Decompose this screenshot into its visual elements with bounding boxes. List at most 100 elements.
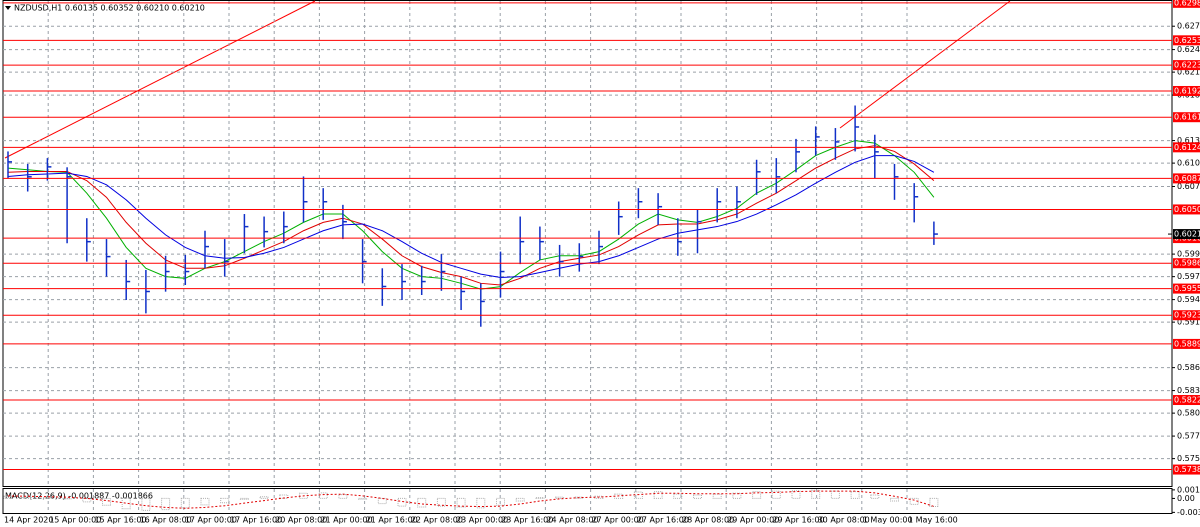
moving-average (7, 140, 935, 290)
macd-bar (496, 497, 505, 506)
y-tick-label: 0.62700 (1177, 22, 1200, 31)
level-label-box (1173, 258, 1200, 269)
macd-bar (318, 492, 328, 499)
level-label: 0.59861 (1174, 259, 1200, 268)
x-tick-label: 15 Apr 00:00 (49, 516, 101, 525)
level-label-box (1173, 395, 1200, 406)
x-tick-label: 29 Apr 16:00 (772, 516, 824, 525)
trend-line (839, 0, 1011, 129)
macd-frame (2, 488, 1173, 514)
x-tick-label: 29 Apr 00:00 (727, 516, 779, 525)
level-label-box (1173, 338, 1200, 349)
moving-average (7, 145, 935, 286)
level-label-box (1173, 204, 1200, 215)
x-tick-label: 30 Apr 08:00 (818, 516, 870, 525)
level-label: 0.60505 (1174, 205, 1200, 214)
y-tick-label: -0.00325 (1177, 508, 1200, 517)
macd-bar (732, 492, 742, 499)
level-label-box (1173, 283, 1200, 294)
macd-bar (476, 497, 486, 509)
y-tick-label: 0.00 (1177, 494, 1195, 503)
macd-bar (752, 491, 762, 499)
macd-bar (397, 497, 407, 507)
macd-bar (555, 496, 565, 499)
level-label: 0.62234 (1174, 61, 1200, 70)
macd-bar (102, 497, 111, 506)
macd-bar (594, 495, 604, 499)
macd-signal (7, 490, 935, 509)
macd-bar (436, 497, 446, 507)
x-tick-label: 27 Apr 00:00 (592, 516, 644, 525)
level-label-box (1173, 60, 1200, 71)
macd-bar (279, 494, 289, 499)
level-label-box (1173, 85, 1200, 96)
level-label: 0.59238 (1174, 311, 1200, 320)
macd-bar (811, 489, 821, 499)
macd-bar (673, 493, 683, 499)
level-label: 0.61249 (1174, 143, 1200, 152)
y-tick-label: 0.60780 (1177, 182, 1200, 191)
macd-bar (890, 497, 899, 502)
macd-bar (633, 491, 643, 499)
macd-bar (358, 497, 368, 500)
macd-bar (417, 497, 427, 508)
y-tick-label: 0.59700 (1177, 272, 1200, 281)
macd-bar (200, 497, 210, 506)
macd-bar (870, 494, 880, 499)
level-label: 0.60877 (1174, 174, 1200, 183)
y-tick-label: 0.59425 (1177, 295, 1200, 304)
x-tick-label: 28 Apr 08:00 (682, 516, 734, 525)
level-label: 0.61924 (1174, 86, 1200, 95)
y-tick-label: 0.62420 (1177, 45, 1200, 54)
macd-bar (929, 497, 939, 508)
y-tick-label: 0.61330 (1177, 136, 1200, 145)
macd-bar (23, 496, 33, 499)
y-tick-label: 0.61060 (1177, 159, 1200, 168)
level-label: 0.58894 (1174, 339, 1200, 348)
level-label-box (1173, 173, 1200, 184)
x-tick-label: 1 May 00:00 (863, 516, 913, 525)
x-tick-label: 21 Apr 16:00 (366, 516, 418, 525)
macd-bar (141, 497, 151, 511)
y-tick-label: 0.58610 (1177, 363, 1200, 372)
macd-bar (220, 497, 230, 504)
main-frame (2, 0, 1173, 487)
y-tick-label: 0.62150 (1177, 68, 1200, 77)
x-tick-label: 15 Apr 16:00 (94, 516, 146, 525)
level-label-box (1173, 464, 1200, 475)
x-tick-label: 20 Apr 08:00 (275, 516, 327, 525)
x-tick-label: 22 Apr 08:00 (411, 516, 463, 525)
x-tick-label: 17 Apr 16:00 (230, 516, 282, 525)
chart-header: NZDUSD,H1 0.60135 0.60352 0.60210 0.6021… (14, 4, 205, 13)
level-label: 0.62531 (1174, 36, 1200, 45)
macd-bar (515, 497, 525, 502)
y-tick-label: 0.57790 (1177, 432, 1200, 441)
x-tick-label: 23 Apr 00:00 (456, 516, 508, 525)
macd-bar (161, 497, 171, 511)
macd-bar (180, 497, 190, 509)
macd-bar (830, 490, 840, 499)
x-tick-label: 1 May 16:00 (908, 516, 958, 525)
macd-bar (259, 496, 269, 499)
moving-average (7, 155, 935, 278)
y-tick-label: 0.57520 (1177, 454, 1200, 463)
macd-bar (712, 493, 722, 499)
x-tick-label: 17 Apr 00:00 (185, 516, 237, 525)
level-label-box (1173, 0, 1200, 8)
y-tick-label: 0.58335 (1177, 386, 1200, 395)
y-tick-label: 0.59970 (1177, 250, 1200, 259)
x-tick-label: 27 Apr 16:00 (637, 516, 689, 525)
macd-bar (693, 494, 702, 499)
macd-bar (121, 497, 131, 510)
level-label: 0.58222 (1174, 396, 1200, 405)
macd-bar (82, 497, 92, 503)
level-label: 0.57389 (1174, 465, 1200, 474)
y-tick-label: 0.001994 (1177, 485, 1200, 494)
y-tick-label: 0.58065 (1177, 409, 1200, 418)
macd-bar (377, 497, 387, 505)
macd-bar (653, 491, 663, 499)
macd-header: MACD(12,26,9) -0.001887 -0.001866 (5, 492, 153, 501)
